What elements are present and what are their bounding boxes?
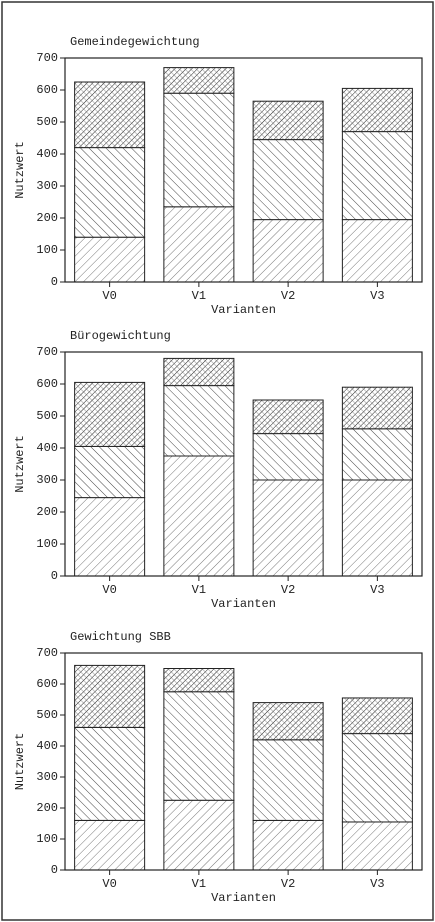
bar-segment	[74, 819, 146, 871]
bar-segment	[163, 691, 235, 801]
y-tick-label: 300	[36, 179, 58, 193]
chart-title: Gemeindegewichtung	[70, 35, 200, 49]
bar-segment	[252, 100, 324, 141]
x-tick-label: V2	[281, 877, 295, 891]
x-tick-label: V0	[102, 583, 116, 597]
y-tick-label: 500	[36, 409, 58, 423]
y-tick-label: 200	[36, 211, 58, 225]
bar-segment	[252, 219, 324, 283]
y-tick-label: 700	[36, 51, 58, 65]
bar-segment	[252, 433, 324, 481]
plot-frame	[64, 351, 423, 577]
y-tick-label: 200	[36, 801, 58, 815]
x-tick-label: V2	[281, 583, 295, 597]
bar-segment	[341, 386, 413, 430]
x-tick-label: V3	[370, 583, 384, 597]
plot-frame	[64, 652, 423, 871]
bar-segment	[163, 455, 235, 577]
bar-segment	[341, 428, 413, 481]
bar-segment	[252, 702, 324, 741]
x-tick-label: V2	[281, 289, 295, 303]
bar-segment	[74, 664, 146, 728]
bar-segment	[252, 139, 324, 221]
x-tick-label: V3	[370, 289, 384, 303]
bar-segment	[163, 206, 235, 283]
x-axis-label: Varianten	[211, 597, 276, 611]
y-axis-label: Nutzwert	[13, 141, 27, 199]
bar-segment	[252, 819, 324, 871]
x-axis-label: Varianten	[211, 303, 276, 317]
y-tick-label: 200	[36, 505, 58, 519]
x-axis-label: Varianten	[211, 891, 276, 905]
y-tick-label: 0	[51, 863, 58, 877]
bar-segment	[74, 381, 146, 447]
y-tick-label: 700	[36, 646, 58, 660]
bar-segment	[341, 219, 413, 283]
bar-segment	[341, 479, 413, 577]
y-tick-label: 400	[36, 441, 58, 455]
bar-segment	[252, 739, 324, 821]
x-tick-label: V3	[370, 877, 384, 891]
bar-segment	[163, 67, 235, 94]
x-tick-label: V0	[102, 289, 116, 303]
bar-segment	[163, 799, 235, 871]
bar-segment	[163, 357, 235, 387]
y-tick-label: 400	[36, 739, 58, 753]
x-tick-label: V0	[102, 877, 116, 891]
y-axis-label: Nutzwert	[13, 435, 27, 493]
y-tick-label: 0	[51, 275, 58, 289]
x-tick-label: V1	[192, 289, 206, 303]
bar-segment	[74, 726, 146, 821]
chart-title: Bürogewichtung	[70, 329, 171, 343]
bar-segment	[74, 445, 146, 499]
y-tick-label: 600	[36, 377, 58, 391]
bar-segment	[163, 92, 235, 208]
x-tick-label: V1	[192, 877, 206, 891]
bar-segment	[163, 668, 235, 693]
bar-segment	[252, 399, 324, 435]
bar-segment	[341, 87, 413, 133]
y-tick-label: 0	[51, 569, 58, 583]
bar-segment	[74, 147, 146, 238]
bar-segment	[163, 385, 235, 457]
x-tick-label: V1	[192, 583, 206, 597]
bar-segment	[74, 236, 146, 283]
y-tick-label: 300	[36, 770, 58, 784]
bar-segment	[341, 131, 413, 221]
y-tick-label: 400	[36, 147, 58, 161]
bar-segment	[74, 81, 146, 149]
y-tick-label: 100	[36, 537, 58, 551]
chart-title: Gewichtung SBB	[70, 630, 171, 644]
y-tick-label: 300	[36, 473, 58, 487]
bar-segment	[341, 733, 413, 823]
bar-segment	[74, 497, 146, 577]
y-tick-label: 100	[36, 243, 58, 257]
bar-segment	[341, 697, 413, 735]
y-tick-label: 100	[36, 832, 58, 846]
y-axis-label: Nutzwert	[13, 733, 27, 791]
y-tick-label: 600	[36, 677, 58, 691]
y-tick-label: 500	[36, 115, 58, 129]
bar-segment	[252, 479, 324, 577]
plot-frame	[64, 57, 423, 283]
y-tick-label: 500	[36, 708, 58, 722]
y-tick-label: 700	[36, 345, 58, 359]
y-tick-label: 600	[36, 83, 58, 97]
bar-segment	[341, 821, 413, 871]
